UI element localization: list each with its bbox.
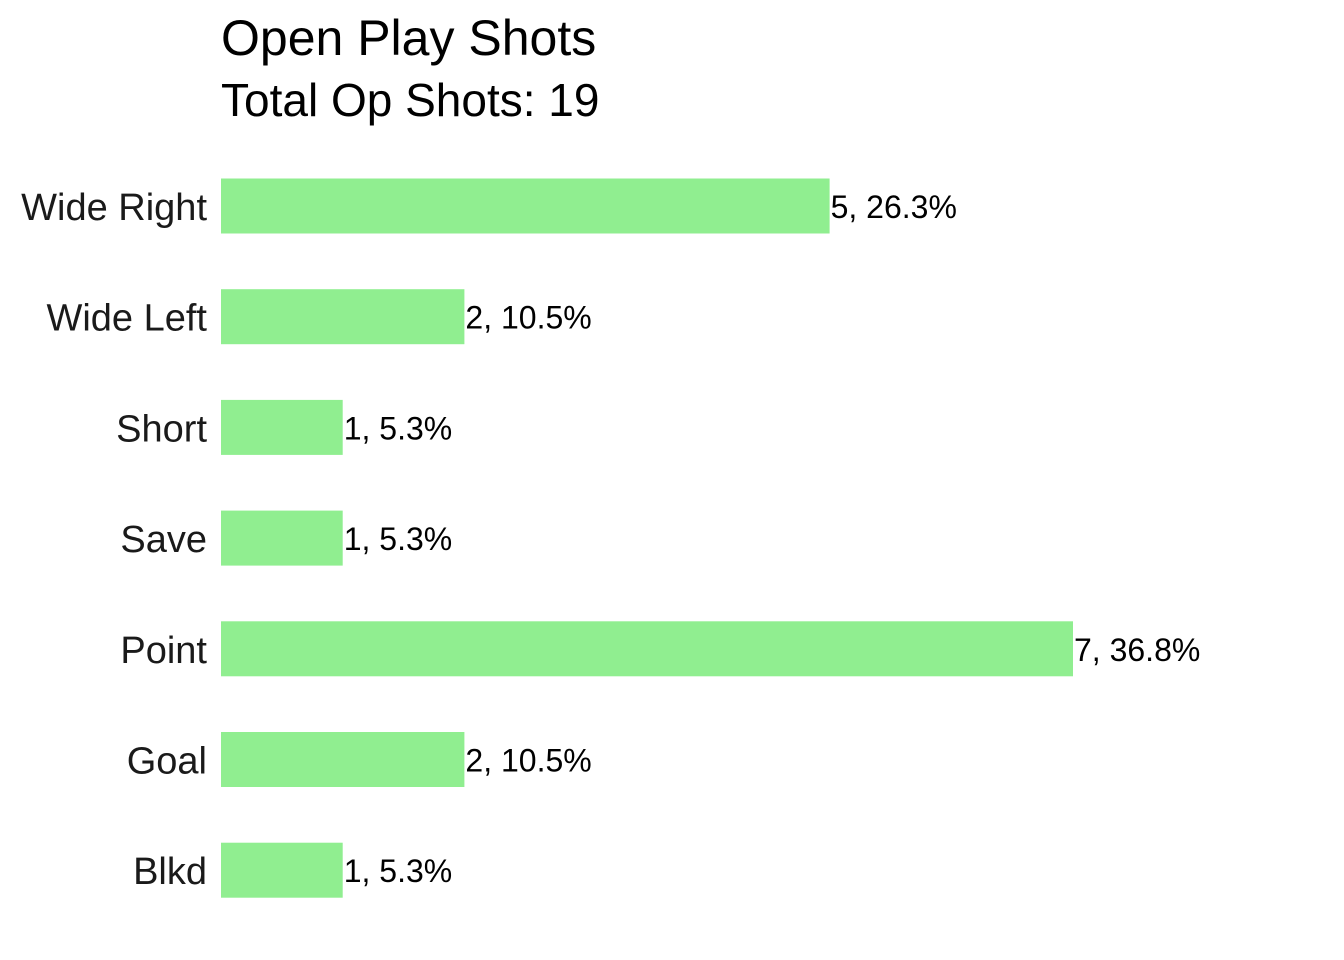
bar-goal [221, 732, 465, 787]
category-labels-group: Wide Right Wide Left Short Save Point Goal Blk… [21, 187, 207, 893]
category-label: Wide Right [21, 187, 207, 229]
bar-point [221, 621, 1073, 677]
data-label: 2, 10.5% [465, 300, 591, 336]
category-label: Goal [127, 741, 207, 783]
data-labels-group: 5, 26.3% 2, 10.5% 1, 5.3% 1, 5.3% 7, 36.8% 2,… [344, 189, 1201, 889]
chart-title: Open Play Shots [221, 10, 596, 66]
data-label: 7, 36.8% [1074, 632, 1200, 668]
category-label: Wide Left [46, 298, 207, 340]
bar-blkd [221, 842, 343, 898]
category-label: Blkd [133, 851, 207, 893]
bar-short [221, 399, 343, 455]
bars-group [221, 178, 1073, 898]
data-label: 5, 26.3% [831, 189, 957, 225]
category-label: Save [120, 519, 207, 561]
bar-wide-right [221, 178, 830, 234]
chart-subtitle: Total Op Shots: 19 [221, 74, 599, 126]
data-label: 1, 5.3% [344, 521, 453, 557]
data-label: 1, 5.3% [344, 410, 453, 446]
data-label: 1, 5.3% [344, 853, 453, 889]
data-label: 2, 10.5% [465, 743, 591, 779]
category-label: Short [116, 408, 207, 450]
category-label: Point [120, 630, 207, 672]
bar-wide-left [221, 289, 465, 345]
bar-save [221, 510, 343, 566]
